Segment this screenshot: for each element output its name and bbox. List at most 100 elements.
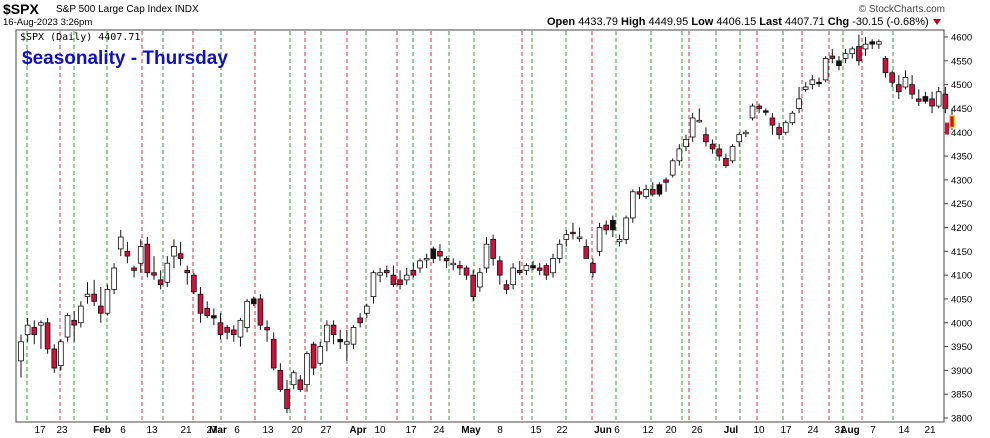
candle-body xyxy=(596,227,603,252)
y-axis: 3800 3850 3900 3950 4000 4050 4100 4150 4200 4250… xyxy=(944,33,972,425)
candle-body xyxy=(457,265,463,269)
candle-body xyxy=(337,339,343,343)
candle-body xyxy=(111,267,117,290)
candle-body xyxy=(809,79,816,86)
legend-label: $SPX (Daily) 4407.71 xyxy=(20,32,140,43)
candle-body xyxy=(882,58,889,74)
candle-body xyxy=(157,279,164,286)
y-tick-label: 4600 xyxy=(951,33,972,44)
open-value: 4433.79 xyxy=(578,16,618,28)
candle-body xyxy=(849,48,856,55)
candle-body xyxy=(344,341,350,345)
candle-body xyxy=(789,112,796,124)
candle-body xyxy=(856,46,862,62)
candle-body xyxy=(948,114,956,129)
x-tick-label: 10 xyxy=(374,425,386,436)
candle-body xyxy=(297,379,304,390)
candle-body xyxy=(763,110,769,113)
x-tick-label: 26 xyxy=(691,425,703,436)
y-tick-label: 4500 xyxy=(951,80,972,91)
candle-body xyxy=(503,284,510,290)
candle-body xyxy=(330,324,337,336)
candle-body xyxy=(324,324,330,343)
x-tick-label: 7 xyxy=(870,425,876,436)
candle-body xyxy=(516,269,523,274)
candle-body xyxy=(496,260,503,276)
candle-body xyxy=(24,324,31,336)
candle-body xyxy=(310,343,317,369)
candle-body xyxy=(184,269,191,274)
x-tick-label: Apr xyxy=(349,425,366,436)
y-tick-label: 4000 xyxy=(951,318,972,329)
candle-body xyxy=(703,134,709,143)
candle-body xyxy=(117,236,124,250)
candle-body xyxy=(350,327,357,345)
candle-body xyxy=(237,319,244,338)
candle-body xyxy=(610,219,616,231)
candle-body xyxy=(383,269,390,274)
candle-body xyxy=(44,322,51,350)
candle-body xyxy=(636,191,643,195)
x-tick-label: 13 xyxy=(262,425,274,436)
candle-body xyxy=(437,250,443,257)
candle-body xyxy=(84,293,91,297)
candle-body xyxy=(403,274,410,281)
candle-body xyxy=(829,55,836,59)
candle-body xyxy=(58,341,64,367)
x-tick-label: 24 xyxy=(807,425,819,436)
x-tick-label: Jun xyxy=(594,425,612,436)
candle-body xyxy=(649,188,656,195)
low-label: Low xyxy=(691,16,714,28)
candle-body xyxy=(776,127,782,136)
candle-body xyxy=(523,265,530,271)
quote-bar: Open 4433.79 High 4449.95 Low 4406.15 La… xyxy=(547,16,941,28)
candle-body xyxy=(915,98,922,102)
candle-body xyxy=(563,234,570,240)
candle-body xyxy=(782,122,789,133)
watermark: © StockCharts.com xyxy=(858,4,945,15)
candle-body xyxy=(483,243,490,269)
candle-body xyxy=(749,105,756,119)
x-tick-label: Feb xyxy=(93,425,111,436)
candle-body xyxy=(683,138,689,147)
y-tick-label: 4250 xyxy=(951,199,972,210)
x-tick-label: 24 xyxy=(433,425,445,436)
candle-body xyxy=(164,262,171,283)
candle-body xyxy=(583,246,590,259)
candle-body xyxy=(543,265,550,276)
candle-body xyxy=(477,272,483,288)
candle-body xyxy=(630,191,636,219)
candle-body xyxy=(935,91,942,107)
candle-body xyxy=(390,274,397,286)
candle-body xyxy=(197,293,204,314)
candle-body xyxy=(616,239,623,243)
candle-body xyxy=(590,262,596,274)
candle-body xyxy=(211,315,217,319)
candle-body xyxy=(171,246,177,257)
x-tick-label: 12 xyxy=(642,425,654,436)
candle-body xyxy=(623,217,629,240)
candle-body xyxy=(942,93,949,109)
candle-body xyxy=(842,53,849,59)
candle-body xyxy=(876,41,882,45)
last-value: 4407.71 xyxy=(784,16,825,28)
candle-body xyxy=(264,327,270,331)
candle-body xyxy=(470,274,476,297)
candle-body xyxy=(397,279,403,286)
candle-body xyxy=(98,305,104,314)
candle-body xyxy=(756,105,762,109)
candle-body xyxy=(669,160,676,176)
x-tick-label: 20 xyxy=(291,425,303,436)
y-tick-label: 4200 xyxy=(951,223,972,234)
down-arrow-icon xyxy=(932,19,941,26)
x-tick-label: Jul xyxy=(724,425,739,436)
candle-body xyxy=(802,86,809,90)
x-tick-label: 6 xyxy=(234,425,240,436)
last-price-marker xyxy=(945,122,949,135)
candle-body xyxy=(64,315,71,338)
candle-body xyxy=(656,184,663,195)
candle-body xyxy=(91,293,97,302)
candle-body xyxy=(510,267,516,286)
candle-body xyxy=(909,84,915,95)
